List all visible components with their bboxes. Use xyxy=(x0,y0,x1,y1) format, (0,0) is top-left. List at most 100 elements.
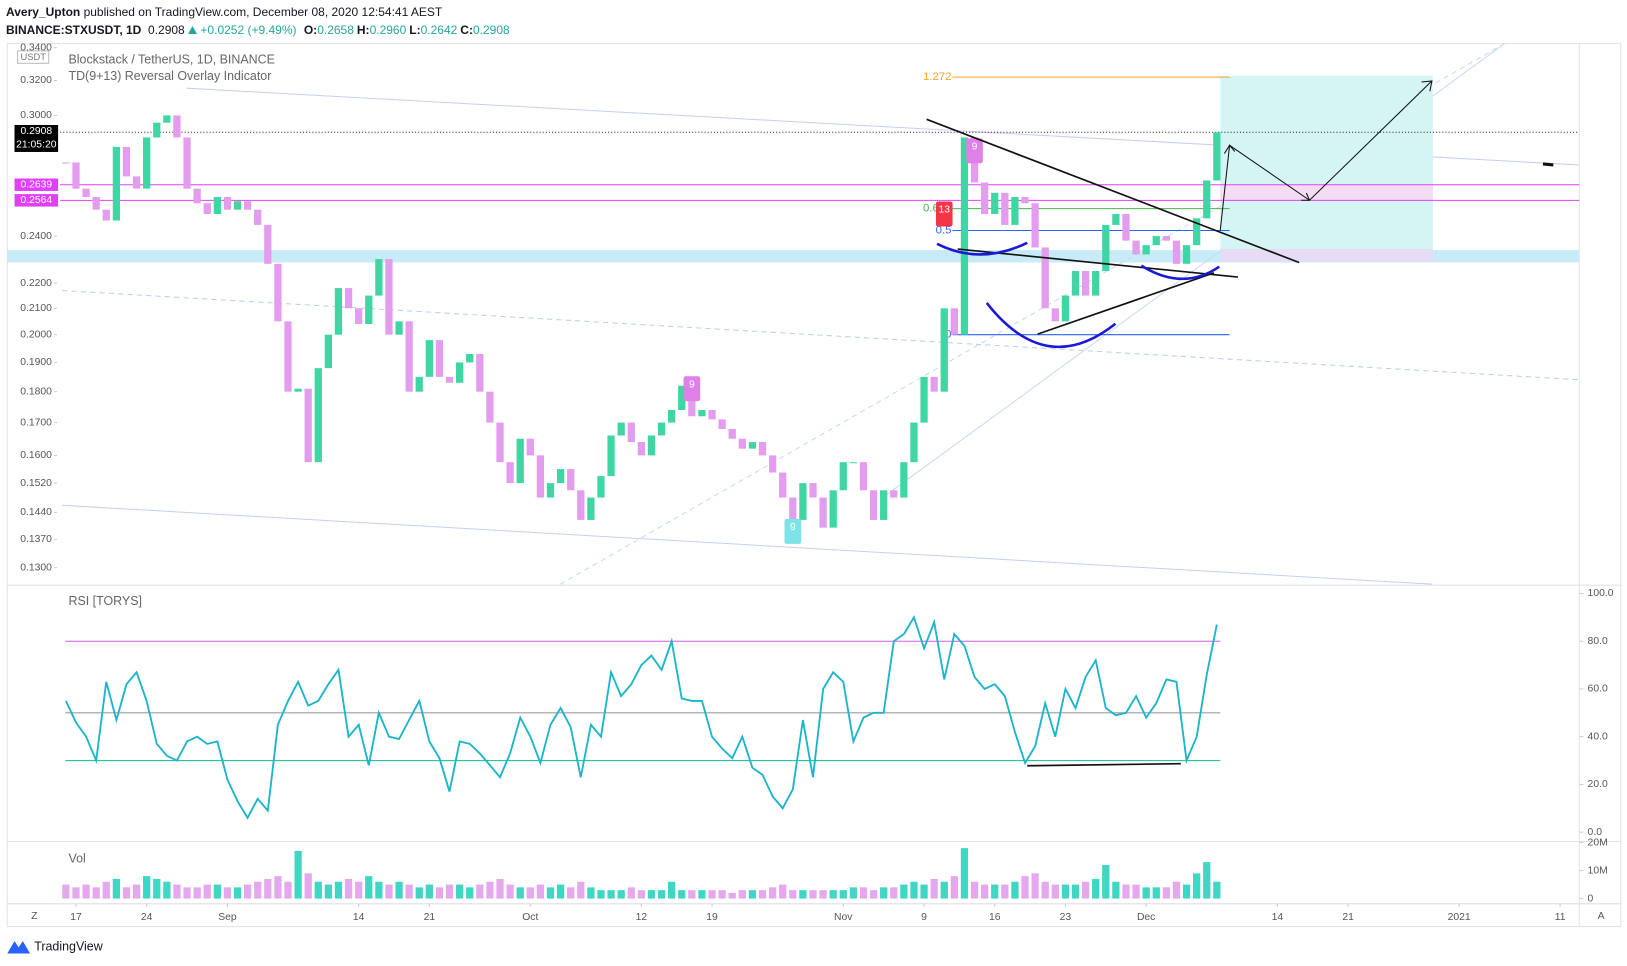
volume-bar xyxy=(738,890,746,899)
ohlc-label: O: xyxy=(303,23,318,37)
published: published on TradingView.com, December 0… xyxy=(80,5,443,19)
candle xyxy=(314,368,322,463)
candle xyxy=(304,388,312,463)
candle xyxy=(1193,218,1201,246)
entry-zone xyxy=(1220,184,1433,201)
volume-title: Vol xyxy=(68,851,85,865)
volume-bar xyxy=(627,887,635,899)
fib-label: 0.5 xyxy=(936,224,952,236)
volume-bar xyxy=(768,887,777,899)
candle xyxy=(890,490,898,498)
candle xyxy=(981,182,989,215)
volume-bar xyxy=(516,887,524,899)
volume-bar xyxy=(294,850,302,899)
candle xyxy=(435,340,444,377)
volume-bar xyxy=(456,884,464,899)
volume-bar xyxy=(637,890,645,899)
volume-bar xyxy=(779,884,787,899)
volume-bar xyxy=(496,878,504,899)
volume-bar xyxy=(324,884,333,899)
axis-button: A xyxy=(1598,911,1605,922)
candle xyxy=(112,146,121,221)
candle xyxy=(62,162,70,164)
volume-bar xyxy=(304,873,312,899)
countdown: 21:05:20 xyxy=(16,139,57,150)
price: 0.2908 xyxy=(148,23,185,37)
volume-bar xyxy=(556,884,565,899)
volume-bar xyxy=(587,887,595,899)
volume-bar xyxy=(395,881,403,899)
volume-bar xyxy=(910,881,918,899)
candle xyxy=(536,455,545,498)
volume-bar xyxy=(1193,873,1201,899)
candle xyxy=(395,321,403,335)
candle xyxy=(375,259,383,296)
ohlc-value: 0.2658 xyxy=(317,23,354,37)
candle xyxy=(1011,196,1019,225)
volume-bar xyxy=(1071,884,1080,899)
candle xyxy=(829,490,837,528)
volume-bar xyxy=(405,884,413,899)
x-tick-label: 16 xyxy=(989,912,1001,923)
candle xyxy=(476,353,484,392)
projection-arrow xyxy=(1219,80,1433,231)
trendline xyxy=(957,248,1238,278)
candle xyxy=(859,462,868,491)
candle xyxy=(243,201,252,210)
channel-line xyxy=(62,290,1580,381)
symbol: BINANCE:STXUSDT, 1D xyxy=(6,23,142,37)
volume-bar xyxy=(112,878,121,899)
candle xyxy=(809,483,817,498)
candle xyxy=(567,469,575,491)
rsi-tick-label: 100.0 xyxy=(1588,588,1614,599)
x-tick-label: 17 xyxy=(70,912,82,923)
candle xyxy=(668,410,676,423)
volume-bar xyxy=(970,881,979,899)
fib-label: 0 xyxy=(945,329,951,341)
candle xyxy=(779,472,787,498)
candle xyxy=(344,288,353,309)
ohlc-value: 0.2642 xyxy=(420,23,458,37)
volume-bar xyxy=(183,887,191,899)
volume-bar xyxy=(698,890,706,899)
volume-bar xyxy=(173,884,181,899)
ohlc-label: H: xyxy=(356,23,370,37)
candle xyxy=(849,462,858,464)
candle xyxy=(758,442,767,456)
volume-bar xyxy=(536,884,545,899)
candle xyxy=(708,410,716,420)
x-tick-label: 23 xyxy=(1060,912,1072,923)
candle xyxy=(1061,295,1070,322)
volume-bar xyxy=(314,881,322,899)
candle xyxy=(122,146,131,177)
volume-bar xyxy=(425,884,433,899)
candle xyxy=(910,422,918,463)
symbol-line: BINANCE:STXUSDT, 1D 0.2908 +0.0252 (+9.4… xyxy=(6,21,510,39)
brand: TradingView xyxy=(34,940,103,954)
volume-bar xyxy=(445,884,454,899)
level-tag xyxy=(14,178,59,191)
candle xyxy=(647,435,656,456)
volume-bar xyxy=(900,884,908,899)
volume-bar xyxy=(890,887,898,899)
marker xyxy=(1542,162,1554,167)
volume-bar xyxy=(1172,881,1181,899)
volume-bar xyxy=(1041,881,1049,899)
volume-bar xyxy=(415,887,423,899)
x-tick-label: 11 xyxy=(1555,912,1566,923)
volume-tick-label: 20M xyxy=(1588,837,1608,848)
rsi-tick-label: 20.0 xyxy=(1588,779,1608,790)
ohlc: O:0.2658 H:0.2960 L:0.2642 C:0.2908 xyxy=(300,23,510,37)
volume-bar xyxy=(213,884,221,899)
volume-tick-label: 10M xyxy=(1588,865,1608,876)
volume-bar xyxy=(435,887,444,899)
volume-bar xyxy=(92,887,100,899)
chart-title: Blockstack / TetherUS, 1D, BINANCE xyxy=(68,52,274,66)
candle xyxy=(385,259,393,335)
y-tick-label: 0.1800 xyxy=(20,386,52,397)
channel-line xyxy=(62,504,1432,585)
volume-bar xyxy=(243,884,252,899)
volume-bar xyxy=(355,881,363,899)
candle xyxy=(254,209,262,225)
